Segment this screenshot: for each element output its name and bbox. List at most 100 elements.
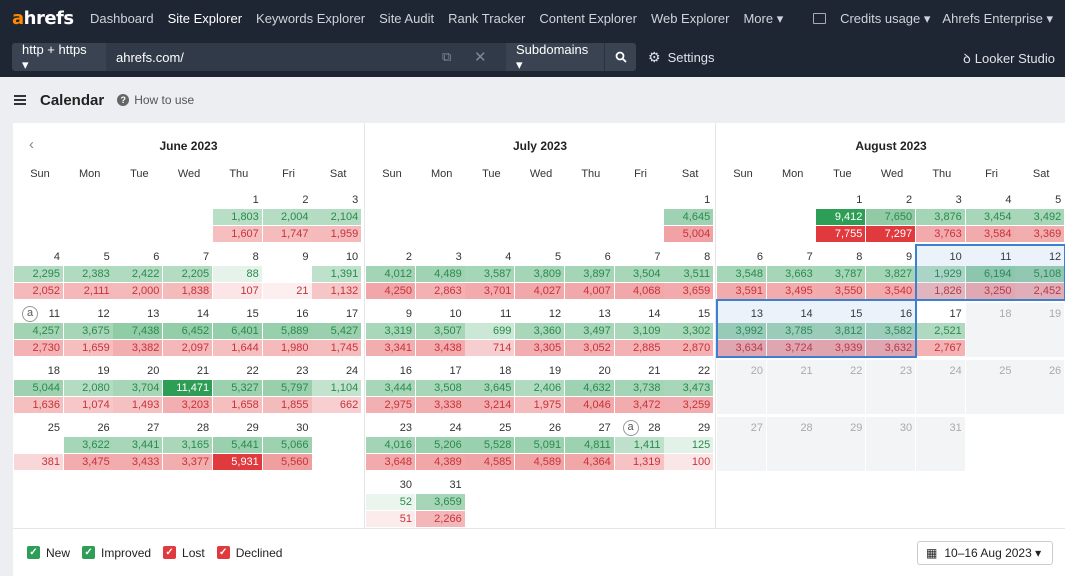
day-cell[interactable]: 14 3,785 3,724: [766, 303, 816, 357]
day-cell[interactable]: 9 3,827 3,540: [866, 246, 916, 300]
annotation-icon[interactable]: a: [622, 420, 639, 436]
date-range-button[interactable]: ▦ 10–16 Aug 2023 ▾: [917, 541, 1053, 565]
day-cell[interactable]: 18 3,645 3,214: [465, 360, 515, 414]
protocol-select[interactable]: http + https ▾: [12, 42, 106, 72]
day-cell[interactable]: 7 3,504 4,068: [614, 246, 664, 300]
day-cell[interactable]: 25: [965, 360, 1015, 414]
legend-improved[interactable]: ✓ Improved: [82, 546, 151, 560]
nav-item-more[interactable]: More ▾: [743, 10, 784, 26]
day-cell[interactable]: 8 88 107: [212, 246, 262, 300]
day-cell[interactable]: 3 4,489 2,863: [415, 246, 465, 300]
day-cell[interactable]: 11 6,194 3,250: [965, 246, 1015, 300]
day-cell[interactable]: 29: [816, 417, 866, 471]
day-cell[interactable]: 17 3,508 3,338: [415, 360, 465, 414]
day-cell[interactable]: 26 5,091 4,589: [515, 417, 565, 471]
checkbox-icon[interactable]: ✓: [27, 546, 40, 559]
day-cell[interactable]: 13 3,992 3,634: [717, 303, 766, 357]
day-cell[interactable]: 29 5,441 5,931: [212, 417, 262, 471]
day-cell[interactable]: 3 2,104 1,959: [312, 189, 362, 243]
day-cell[interactable]: 6 3,897 4,007: [564, 246, 614, 300]
nav-item-dashboard[interactable]: Dashboard: [90, 10, 154, 26]
day-cell[interactable]: 10 1,391 1,132: [312, 246, 362, 300]
nav-item-site-audit[interactable]: Site Audit: [379, 10, 435, 26]
day-cell[interactable]: 20: [717, 360, 766, 414]
nav-item-web-explorer[interactable]: Web Explorer: [650, 10, 730, 26]
day-cell[interactable]: 31 3,659 2,266: [415, 474, 465, 528]
checkbox-icon[interactable]: ✓: [82, 546, 96, 559]
day-cell[interactable]: 16 5,889 1,980: [262, 303, 312, 357]
day-cell[interactable]: 22 5,327 1,658: [212, 360, 262, 414]
day-cell[interactable]: 31: [915, 417, 965, 471]
day-cell[interactable]: 8 3,511 3,659: [664, 246, 714, 300]
day-cell[interactable]: 20 3,704 1,493: [113, 360, 163, 414]
credits-usage-menu[interactable]: Credits usage ▾: [840, 10, 931, 26]
legend-lost[interactable]: ✓ Lost: [163, 546, 205, 560]
day-cell[interactable]: 4 3,454 3,584: [965, 189, 1015, 243]
day-cell[interactable]: 11 699 714: [465, 303, 515, 357]
annotation-icon[interactable]: a: [22, 306, 38, 322]
day-cell[interactable]: 22 3,473 3,259: [664, 360, 714, 414]
day-cell[interactable]: 13 3,497 3,052: [564, 303, 614, 357]
day-cell[interactable]: 11 a 4,257 2,730: [14, 303, 63, 357]
day-cell[interactable]: 30 52 51: [366, 474, 415, 528]
monitor-icon[interactable]: [813, 13, 827, 24]
url-input[interactable]: ahrefs.com/ ⧉ ✕: [106, 43, 506, 71]
how-to-use-link[interactable]: How to use: [134, 93, 195, 107]
open-external-icon[interactable]: ⧉: [442, 49, 452, 64]
day-cell[interactable]: 1 4,645 5,004: [664, 189, 714, 243]
checkbox-icon[interactable]: ✓: [216, 546, 230, 559]
day-cell[interactable]: 29 125 100: [664, 417, 714, 471]
day-cell[interactable]: 17 5,427 1,745: [312, 303, 362, 357]
day-cell[interactable]: 16 3,582 3,632: [866, 303, 916, 357]
day-cell[interactable]: 12 3,360 3,305: [515, 303, 565, 357]
day-cell[interactable]: 25 5,528 4,585: [465, 417, 515, 471]
day-cell[interactable]: 21: [766, 360, 816, 414]
ahrefs-logo[interactable]: ahrefs: [12, 8, 74, 29]
day-cell[interactable]: 27: [717, 417, 766, 471]
day-cell[interactable]: 1 1,803 1,607: [212, 189, 262, 243]
day-cell[interactable]: 2 7,650 7,297: [866, 189, 916, 243]
nav-item-rank-tracker[interactable]: Rank Tracker: [448, 10, 526, 26]
day-cell[interactable]: 27 4,811 4,364: [564, 417, 614, 471]
day-cell[interactable]: 2 4,012 4,250: [366, 246, 415, 300]
day-cell[interactable]: 14 3,109 2,885: [614, 303, 664, 357]
day-cell[interactable]: 14 6,452 2,097: [163, 303, 213, 357]
checkbox-icon[interactable]: ✓: [163, 546, 177, 559]
day-cell[interactable]: 19 2,406 1,975: [515, 360, 565, 414]
looker-studio-button[interactable]: ꝺ Looker Studio: [963, 49, 1055, 67]
day-cell[interactable]: 2 2,004 1,747: [262, 189, 312, 243]
day-cell[interactable]: 23 4,016 3,648: [366, 417, 415, 471]
day-cell[interactable]: 5 3,492 3,369: [1015, 189, 1065, 243]
day-cell[interactable]: 7 2,205 1,838: [163, 246, 213, 300]
menu-icon[interactable]: [14, 95, 26, 105]
day-cell[interactable]: 3 3,876 3,763: [915, 189, 965, 243]
day-cell[interactable]: 4 2,295 2,052: [14, 246, 63, 300]
day-cell[interactable]: 27 3,441 3,433: [113, 417, 163, 471]
day-cell[interactable]: 24 1,104 662: [312, 360, 362, 414]
legend-declined[interactable]: ✓ Declined: [216, 546, 282, 560]
day-cell[interactable]: 22: [816, 360, 866, 414]
day-cell[interactable]: 6 3,548 3,591: [717, 246, 766, 300]
day-cell[interactable]: 10 3,507 3,438: [415, 303, 465, 357]
day-cell[interactable]: 17 2,521 2,767: [915, 303, 965, 357]
nav-item-site-explorer[interactable]: Site Explorer: [167, 10, 243, 26]
day-cell[interactable]: 20 4,632 4,046: [564, 360, 614, 414]
nav-item-keywords-explorer[interactable]: Keywords Explorer: [256, 10, 366, 26]
day-cell[interactable]: 26 3,622 3,475: [63, 417, 113, 471]
day-cell[interactable]: 21 11,471 3,203: [163, 360, 213, 414]
day-cell[interactable]: 30: [866, 417, 916, 471]
day-cell[interactable]: 23 5,797 1,855: [262, 360, 312, 414]
day-cell[interactable]: 21 3,738 3,472: [614, 360, 664, 414]
help-icon[interactable]: ?: [117, 94, 130, 106]
day-cell[interactable]: 24 5,206 4,389: [415, 417, 465, 471]
day-cell[interactable]: 7 3,663 3,495: [766, 246, 816, 300]
day-cell[interactable]: 13 7,438 3,382: [113, 303, 163, 357]
day-cell[interactable]: 26: [1015, 360, 1065, 414]
day-cell[interactable]: 16 3,444 2,975: [366, 360, 415, 414]
day-cell[interactable]: 1 9,412 7,755: [816, 189, 866, 243]
nav-item-content-explorer[interactable]: Content Explorer: [539, 10, 637, 26]
day-cell[interactable]: 18: [965, 303, 1015, 357]
day-cell[interactable]: 25 381: [14, 417, 63, 471]
day-cell[interactable]: 28: [766, 417, 816, 471]
day-cell[interactable]: 12 5,108 2,452: [1015, 246, 1065, 300]
